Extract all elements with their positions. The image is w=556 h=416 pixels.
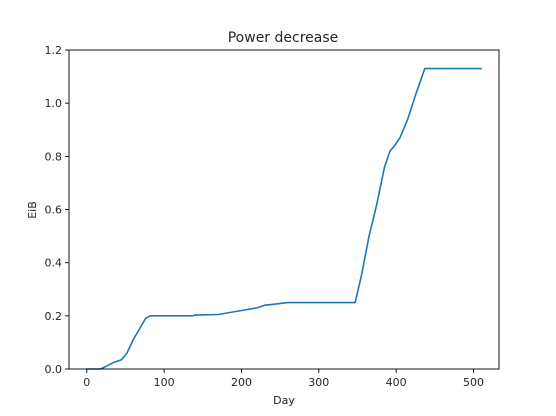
y-tick-label: 1.2 [45,44,63,57]
x-tick-label: 300 [308,376,329,389]
x-tick-label: 400 [386,376,407,389]
y-tick-label: 0.8 [45,150,63,163]
x-tick-label: 200 [231,376,252,389]
x-axis-ticks: 0 100 200 300 400 500 [83,369,484,389]
chart-title: Power decrease [228,30,339,46]
series-line [85,67,483,370]
y-tick-label: 0.4 [45,257,63,270]
y-tick-label: 1.0 [45,97,63,110]
y-axis-label: EiB [26,201,39,219]
x-axis-label: Day [273,394,295,407]
x-tick-label: 0 [83,376,90,389]
y-tick-label: 0.2 [45,310,63,323]
y-tick-label: 0.6 [45,204,63,217]
x-tick-label: 100 [154,376,175,389]
y-tick-label: 0.0 [45,363,63,376]
y-axis-ticks: 0.0 0.2 0.4 0.6 0.8 1.0 1.2 [45,44,69,376]
x-tick-label: 500 [463,376,484,389]
